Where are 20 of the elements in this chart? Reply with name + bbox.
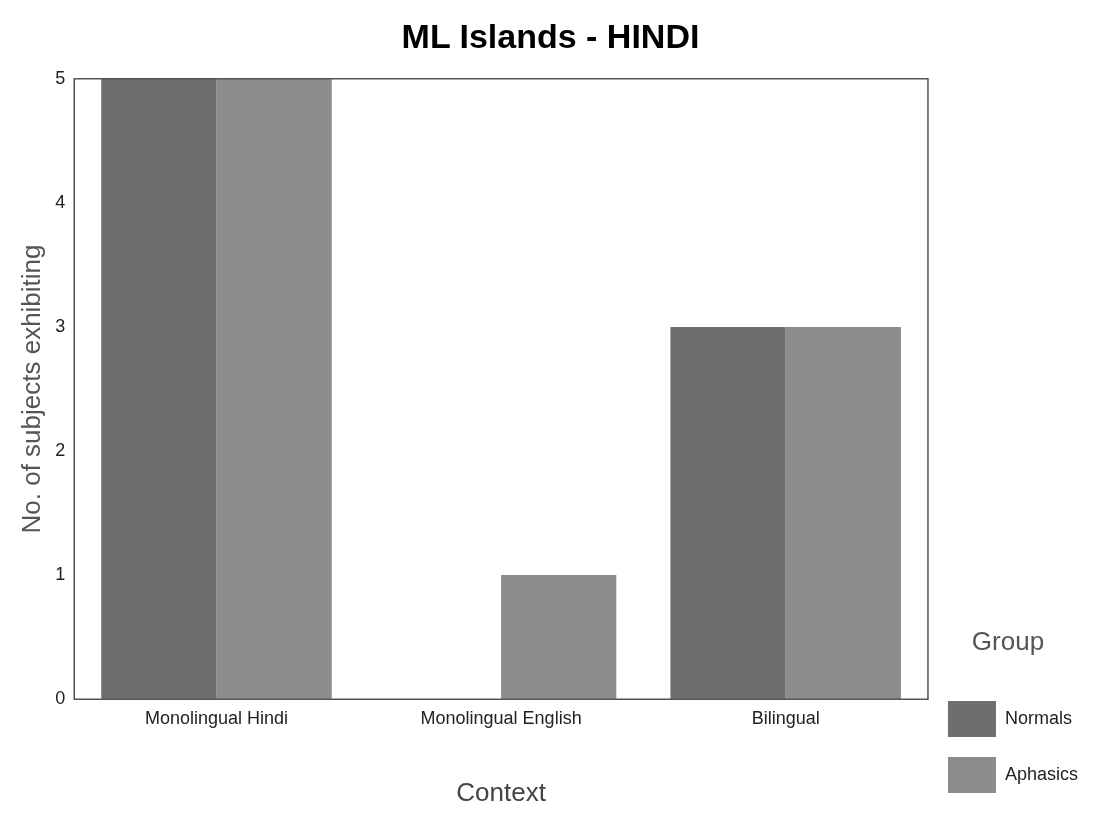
y-tick-label: 0 <box>55 688 66 709</box>
y-tick-label: 4 <box>55 191 66 212</box>
bar <box>785 326 901 700</box>
y-tick-label: 2 <box>55 440 66 461</box>
chart-title: ML Islands - HINDI <box>401 16 700 55</box>
legend-label: Aphasics <box>1004 763 1079 784</box>
bar <box>501 575 617 700</box>
x-tick-label: Monolingual Hindi <box>144 707 289 728</box>
bar <box>101 78 217 700</box>
x-axis-title: Context <box>456 776 547 807</box>
bar <box>670 326 786 700</box>
y-axis-title: No. of subjects exhibiting <box>15 244 46 534</box>
x-tick-label: Monolingual English <box>420 707 582 728</box>
legend-label: Normals <box>1004 707 1072 728</box>
x-tick-label: Bilingual <box>751 707 820 728</box>
y-tick-label: 3 <box>55 315 66 336</box>
y-tick-label: 1 <box>55 564 66 585</box>
y-tick-label: 5 <box>55 67 66 88</box>
legend-title: Group <box>971 625 1045 656</box>
bar <box>216 78 332 700</box>
